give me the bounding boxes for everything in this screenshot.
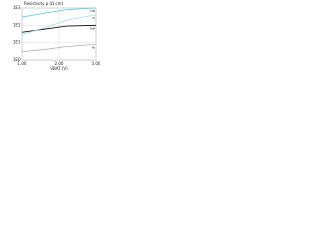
x-axis-label: VBAT (V): [50, 66, 68, 71]
chart-title: Resistivity ρ (Ω cm): [24, 1, 64, 6]
x-tick-label: 2.00: [55, 61, 64, 66]
y-tick-label: 1E2: [13, 22, 21, 27]
x-tick-label: 3.00: [92, 61, 100, 66]
legend-label: TiN: [89, 9, 95, 13]
y-tick-label: 1E3: [13, 5, 21, 10]
line: [21, 7, 97, 18]
legend-label: TaN: [89, 26, 95, 30]
line: [21, 43, 97, 53]
y-tick-label: 1E0: [13, 57, 21, 62]
y-tick-label: 1E1: [13, 40, 21, 45]
x-tick-label: 1.00: [18, 61, 27, 66]
chart: Resistivity ρ (Ω cm) VBAT (V) 1E0 1E1 1E2 1…: [13, 1, 100, 71]
line: [21, 24, 97, 33]
line: [21, 14, 97, 35]
legend-label: Ni: [92, 45, 95, 49]
legend-label: Si: [92, 16, 95, 20]
